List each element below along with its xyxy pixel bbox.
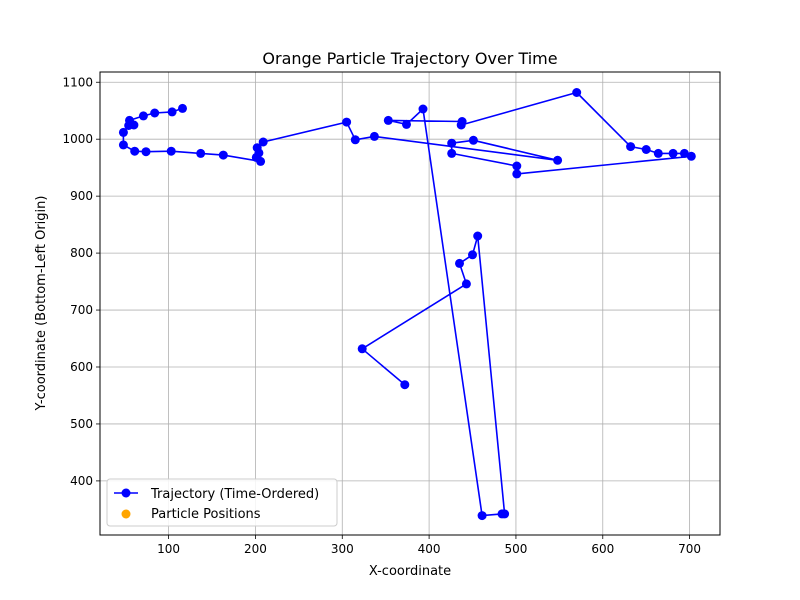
trajectory-point	[572, 88, 582, 97]
trajectory-point	[196, 148, 206, 158]
y-tick-label: 500	[70, 417, 93, 431]
trajectory-point	[402, 119, 411, 129]
trajectory-point	[342, 117, 352, 127]
trajectory-point	[461, 279, 471, 289]
trajectory-point	[125, 115, 134, 125]
trajectory-point	[668, 148, 678, 158]
trajectory-point	[468, 250, 477, 260]
axis-ticks: 100 200 300 400 500 600 700 400 500 600 700 800 900 1…	[62, 75, 701, 556]
trajectory-point	[357, 344, 367, 354]
trajectory-point	[118, 140, 128, 150]
legend-label-trajectory: Trajectory (Time-Ordered)	[150, 487, 319, 502]
trajectory-point	[679, 148, 689, 158]
trajectory-point	[512, 169, 522, 179]
x-tick-label: 300	[331, 542, 354, 556]
trajectory-point	[141, 147, 151, 157]
trajectory-point	[447, 138, 457, 148]
trajectory-point	[686, 151, 696, 161]
trajectory-point	[258, 137, 268, 147]
trajectory-point	[369, 131, 379, 141]
x-tick-label: 100	[157, 542, 180, 556]
trajectory-point	[653, 148, 663, 158]
x-tick-label: 700	[678, 542, 701, 556]
trajectory-point	[150, 108, 160, 118]
trajectory-point	[178, 103, 187, 113]
y-tick-label: 700	[70, 303, 93, 317]
x-tick-label: 400	[418, 542, 441, 556]
x-tick-label: 500	[504, 542, 527, 556]
trajectory-point	[477, 511, 487, 521]
trajectory-point	[166, 146, 176, 156]
trajectory-point	[626, 142, 636, 152]
trajectory-point	[167, 107, 177, 117]
x-tick-label: 600	[591, 542, 614, 556]
trajectory-point	[456, 120, 466, 130]
plot-background	[100, 72, 720, 535]
y-tick-label: 900	[70, 189, 93, 203]
trajectory-point	[400, 380, 410, 390]
trajectory-point	[455, 258, 464, 268]
legend-marker-trajectory	[121, 488, 131, 498]
trajectory-point	[447, 148, 457, 158]
trajectory-point	[468, 135, 478, 145]
x-tick-label: 200	[244, 542, 267, 556]
y-tick-label: 1100	[62, 75, 93, 89]
plot-frame	[99, 71, 721, 536]
trajectory-point	[497, 509, 507, 519]
trajectory-point	[641, 145, 651, 154]
y-tick-label: 600	[70, 360, 93, 374]
trajectory-point	[218, 150, 228, 160]
chart-title: Orange Particle Trajectory Over Time	[262, 49, 557, 68]
trajectory-point	[118, 127, 128, 137]
y-tick-label: 400	[70, 474, 93, 488]
trajectory-point	[350, 135, 360, 145]
trajectory-point	[256, 156, 266, 166]
trajectory-point	[512, 161, 522, 171]
series-layer	[118, 88, 696, 521]
x-axis-label: X-coordinate	[369, 564, 451, 579]
trajectory-point	[130, 146, 140, 156]
legend-label-particles: Particle Positions	[151, 507, 261, 522]
y-tick-label: 1000	[62, 132, 93, 146]
trajectory-point	[553, 155, 563, 165]
legend-box	[106, 478, 338, 527]
legend-marker-particles	[121, 509, 131, 519]
trajectory-point	[418, 104, 428, 114]
trajectory-point	[473, 231, 483, 241]
legend: Trajectory (Time-Ordered) Particle Posit…	[106, 478, 338, 527]
trajectory-point	[383, 115, 393, 125]
y-tick-label: 800	[70, 246, 93, 260]
trajectory-point	[138, 111, 148, 121]
y-axis-label: Y-coordinate (Bottom-Left Origin)	[34, 196, 49, 412]
